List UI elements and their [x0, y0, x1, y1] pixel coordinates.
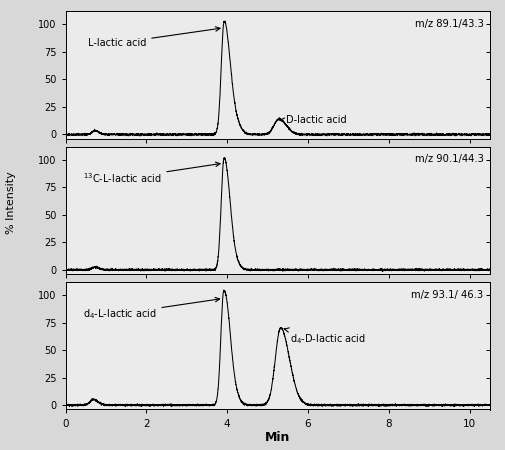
- Text: d$_4$-L-lactic acid: d$_4$-L-lactic acid: [83, 297, 220, 321]
- Text: m/z 93.1/ 46.3: m/z 93.1/ 46.3: [412, 289, 483, 300]
- Text: m/z 89.1/43.3: m/z 89.1/43.3: [415, 19, 483, 29]
- Text: m/z 90.1/44.3: m/z 90.1/44.3: [415, 154, 483, 164]
- Text: D-lactic acid: D-lactic acid: [280, 115, 346, 125]
- Text: $^{13}$C-L-lactic acid: $^{13}$C-L-lactic acid: [83, 162, 220, 185]
- Text: d$_4$-D-lactic acid: d$_4$-D-lactic acid: [284, 328, 366, 346]
- X-axis label: Min: Min: [265, 431, 290, 444]
- Text: L-lactic acid: L-lactic acid: [88, 27, 220, 48]
- Text: % Intensity: % Intensity: [6, 171, 16, 234]
